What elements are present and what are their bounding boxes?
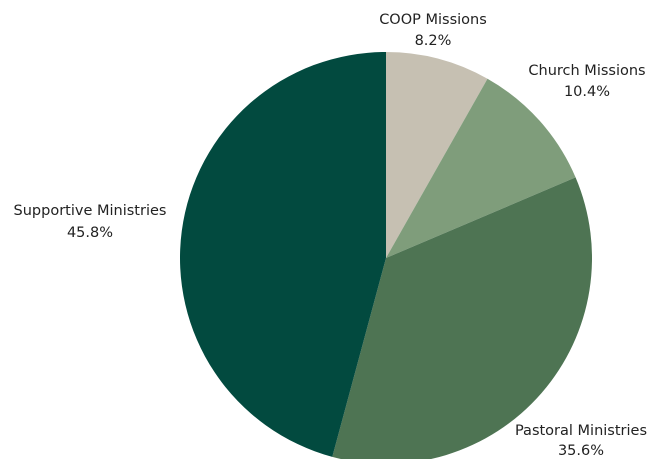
pie-slice-church-missions bbox=[386, 78, 576, 259]
pie-slice-coop-missions bbox=[386, 51, 488, 258]
slice-label-pastoral-ministries: Pastoral Ministries bbox=[515, 423, 647, 439]
pie-slices bbox=[179, 51, 593, 459]
slice-label-coop-missions: COOP Missions bbox=[379, 12, 487, 28]
slice-value-supportive-ministries: 45.8% bbox=[67, 225, 113, 241]
slice-value-coop-missions: 8.2% bbox=[415, 33, 452, 49]
slice-label-church-missions: Church Missions bbox=[528, 63, 645, 79]
slice-value-church-missions: 10.4% bbox=[564, 84, 610, 100]
pie-slice-pastoral-ministries bbox=[332, 177, 593, 459]
pie-slice-supportive-ministries bbox=[179, 52, 386, 457]
slice-value-pastoral-ministries: 35.6% bbox=[558, 443, 604, 459]
slice-label-supportive-ministries: Supportive Ministries bbox=[14, 203, 167, 219]
slice-labels: COOP Missions 8.2% Church Missions 10.4% Pas… bbox=[14, 12, 647, 459]
